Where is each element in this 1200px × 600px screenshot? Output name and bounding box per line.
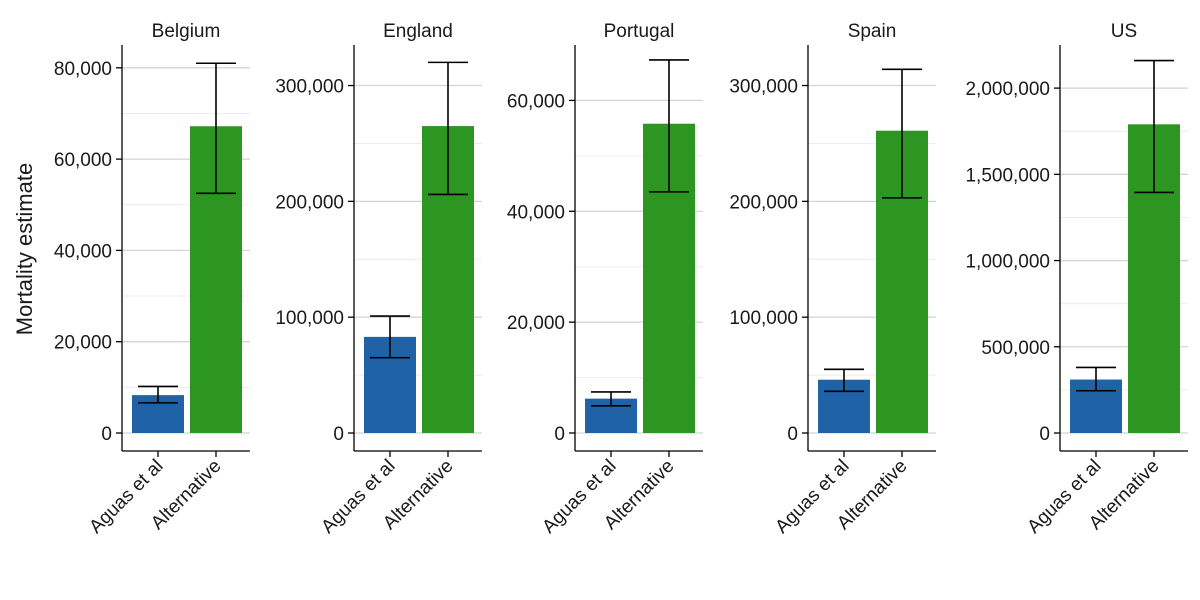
y-tick-label: 200,000 [275, 192, 344, 213]
y-tick-label: 60,000 [507, 91, 565, 112]
y-tick-label: 80,000 [54, 59, 112, 80]
y-tick-label: 20,000 [54, 333, 112, 354]
facet-title: England [383, 21, 453, 42]
y-tick-label: 0 [101, 424, 112, 445]
y-tick-label: 100,000 [729, 308, 798, 329]
y-tick-label: 60,000 [54, 150, 112, 171]
y-tick-label: 0 [787, 424, 798, 445]
facet-title: Portugal [604, 21, 675, 42]
facet-title: Spain [848, 21, 897, 42]
y-tick-label: 1,000,000 [965, 252, 1050, 273]
y-tick-label: 1,500,000 [965, 165, 1050, 186]
facet-title: US [1111, 21, 1137, 42]
facet-panel-us: 0500,0001,000,0001,500,0002,000,000Aguas… [965, 21, 1188, 538]
y-tick-label: 0 [554, 424, 565, 445]
y-tick-label: 300,000 [729, 77, 798, 98]
y-tick-label: 0 [1039, 424, 1050, 445]
y-tick-label: 100,000 [275, 308, 344, 329]
y-tick-label: 0 [333, 424, 344, 445]
y-tick-label: 40,000 [507, 202, 565, 223]
y-axis-title: Mortality estimate [12, 163, 37, 335]
y-tick-label: 40,000 [54, 241, 112, 262]
y-tick-label: 2,000,000 [965, 79, 1050, 100]
y-tick-label: 20,000 [507, 313, 565, 334]
y-tick-label: 200,000 [729, 192, 798, 213]
y-tick-label: 300,000 [275, 77, 344, 98]
y-tick-label: 500,000 [981, 338, 1050, 359]
facet-title: Belgium [152, 21, 221, 42]
